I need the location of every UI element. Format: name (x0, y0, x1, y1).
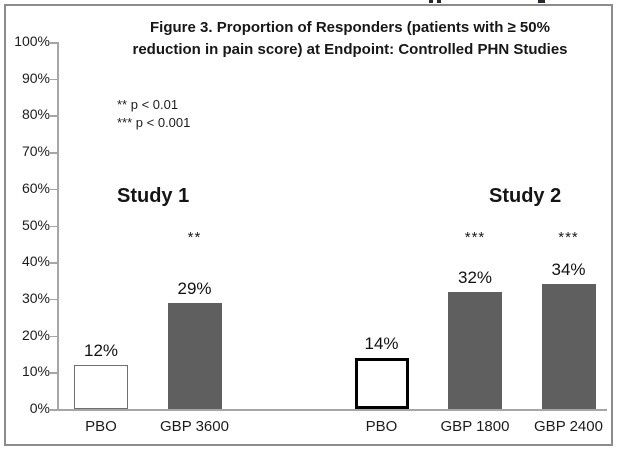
significance-marker: *** (464, 229, 486, 246)
significance-marker: *** (558, 229, 579, 246)
y-axis-tick (50, 152, 57, 154)
y-axis-tick (50, 409, 57, 411)
y-axis-line (57, 42, 59, 409)
y-axis-tick-label: 70% (21, 143, 50, 160)
clipped-text-fragment (437, 0, 441, 3)
y-axis-tick-label: 40% (21, 253, 50, 270)
figure-title: Figure 3. Proportion of Responders (pati… (80, 17, 620, 61)
y-axis-tick (50, 225, 57, 227)
bar-value-label: 12% (83, 341, 119, 360)
y-axis-tick-label: 0% (29, 400, 50, 416)
y-axis-tick-label: 30% (21, 289, 50, 306)
bar-value-label: 32% (457, 267, 493, 287)
study-2-label: Study 2 (489, 185, 562, 207)
y-axis-tick (50, 298, 57, 301)
y-axis-tick-label: 80% (21, 106, 50, 123)
y-axis-tick-label: 10% (21, 363, 50, 380)
bar-value-label: 14% (364, 333, 399, 353)
x-axis-category-label: GBP 3600 (160, 418, 229, 435)
bar-study-1-pbo (74, 365, 128, 409)
x-axis-category-label: PBO (85, 418, 117, 435)
y-axis-tick-label: 50% (21, 216, 50, 233)
y-axis-tick (50, 78, 57, 81)
y-axis-tick-label: 100% (14, 33, 50, 49)
bar-study-2-gbp-2400 (541, 284, 596, 409)
significance-marker: ** (187, 229, 202, 246)
y-axis-tick (50, 372, 57, 374)
y-axis-tick (50, 262, 57, 264)
x-axis-category-label: PBO (365, 418, 398, 435)
x-axis-category-label: GBP 2400 (534, 418, 603, 435)
bar-value-label: 34% (551, 260, 586, 280)
y-axis-tick-label: 60% (21, 179, 50, 196)
pvalue-key-line-2: *** p < 0.001 (117, 115, 191, 130)
y-axis-tick (50, 188, 57, 191)
figure-title-line-2: reduction in pain score) at Endpoint: Co… (132, 41, 568, 58)
figure-title-line-1: Figure 3. Proportion of Responders (pati… (150, 19, 550, 36)
y-axis-tick-label: 20% (21, 326, 50, 343)
pvalue-key: ** p < 0.01 *** p < 0.001 (117, 96, 190, 132)
y-axis-tick (50, 335, 57, 338)
bar-study-2-pbo (354, 357, 409, 409)
bar-study-2-gbp-1800 (448, 291, 502, 409)
x-axis-category-label: GBP 1800 (440, 418, 510, 435)
study-1-label: Study 1 (117, 185, 190, 207)
y-axis-tick-label: 90% (21, 69, 50, 86)
y-axis-tick (50, 115, 57, 117)
x-axis-line (57, 409, 607, 411)
y-axis-tick (50, 42, 57, 44)
bar-study-1-gbp-3600 (167, 302, 222, 409)
bar-value-label: 29% (177, 278, 212, 298)
clipped-text-fragment (429, 0, 433, 3)
clipped-text-fragment (538, 0, 545, 3)
pvalue-key-line-1: ** p < 0.01 (117, 97, 179, 112)
